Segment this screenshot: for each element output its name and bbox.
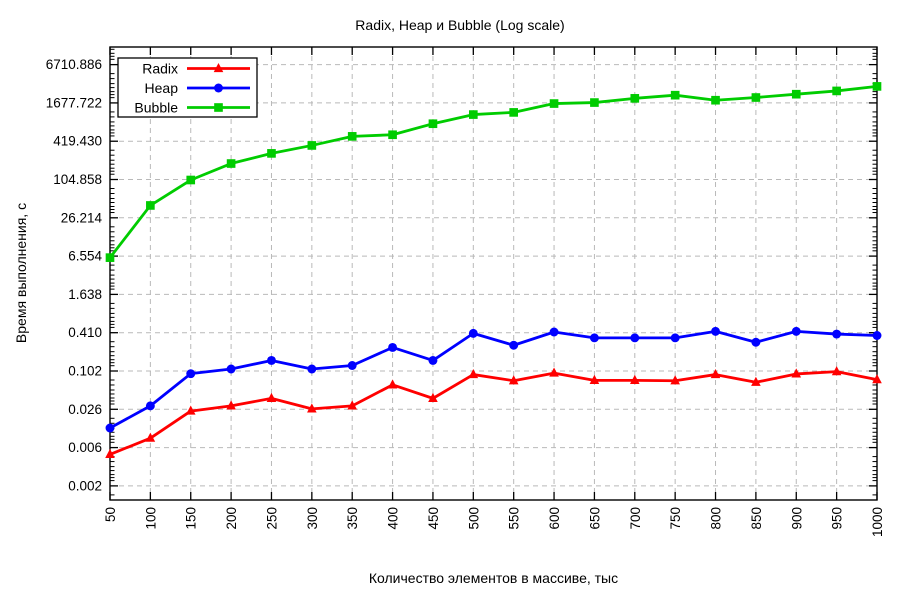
y-tick-labels: 0.002 0.006 0.026 0.102 0.410 1.638 6.554 26.21… bbox=[46, 57, 103, 493]
plot-border bbox=[109, 46, 878, 501]
y-tick-label: 1677.722 bbox=[46, 95, 102, 110]
x-tick-label: 900 bbox=[789, 507, 804, 530]
gridlines bbox=[109, 47, 878, 500]
x-tick-label: 300 bbox=[305, 507, 320, 530]
legend-label: Bubble bbox=[134, 100, 178, 116]
y-tick-label: 26.214 bbox=[61, 210, 103, 225]
y-tick-label: 0.006 bbox=[68, 440, 102, 455]
x-tick-label: 1000 bbox=[870, 507, 885, 537]
y-tick-label: 0.002 bbox=[68, 478, 102, 493]
x-tick-label: 150 bbox=[184, 507, 199, 530]
legend-entry-bubble: Bubble bbox=[134, 100, 250, 116]
legend-entry-radix: Radix bbox=[142, 61, 250, 77]
x-tick-labels: 50 100 150 200 250 300 350 400 450 500 550 600 650 70… bbox=[103, 507, 885, 537]
x-tick-label: 700 bbox=[628, 507, 643, 530]
x-tick-label: 850 bbox=[749, 507, 764, 530]
series-heap bbox=[105, 326, 882, 433]
chart-title: Radix, Heap и Bubble (Log scale) bbox=[355, 17, 565, 33]
y-tick-label: 6.554 bbox=[68, 249, 102, 264]
y-tick-label: 0.410 bbox=[68, 325, 102, 340]
series-radix bbox=[105, 366, 882, 459]
x-axis-title: Количество элементов в массиве, тыс bbox=[368, 570, 619, 586]
x-tick-label: 650 bbox=[587, 507, 602, 530]
y-tick-label: 104.858 bbox=[53, 172, 102, 187]
x-tick-label: 550 bbox=[507, 507, 522, 530]
x-tick-label: 500 bbox=[466, 507, 481, 530]
legend: Radix Heap Bubble bbox=[117, 57, 258, 118]
legend-entry-heap: Heap bbox=[145, 80, 250, 96]
y-tick-label: 1.638 bbox=[68, 287, 102, 302]
series-bubble bbox=[105, 82, 882, 262]
x-tick-label: 350 bbox=[345, 507, 360, 530]
tick-marks bbox=[109, 47, 878, 500]
x-tick-label: 600 bbox=[547, 507, 562, 530]
y-tick-label: 0.026 bbox=[68, 402, 102, 417]
x-tick-label: 250 bbox=[264, 507, 279, 530]
legend-label: Heap bbox=[145, 80, 179, 96]
x-tick-label: 800 bbox=[709, 507, 724, 530]
y-tick-label: 419.430 bbox=[53, 134, 102, 149]
x-tick-label: 50 bbox=[103, 507, 118, 522]
legend-label: Radix bbox=[142, 61, 178, 77]
x-tick-label: 100 bbox=[143, 507, 158, 530]
x-tick-label: 400 bbox=[386, 507, 401, 530]
x-tick-label: 750 bbox=[668, 507, 683, 530]
y-tick-label: 6710.886 bbox=[46, 57, 102, 72]
x-tick-label: 200 bbox=[224, 507, 239, 530]
x-tick-label: 950 bbox=[830, 507, 845, 530]
y-tick-label: 0.102 bbox=[68, 363, 102, 378]
x-tick-label: 450 bbox=[426, 507, 441, 530]
